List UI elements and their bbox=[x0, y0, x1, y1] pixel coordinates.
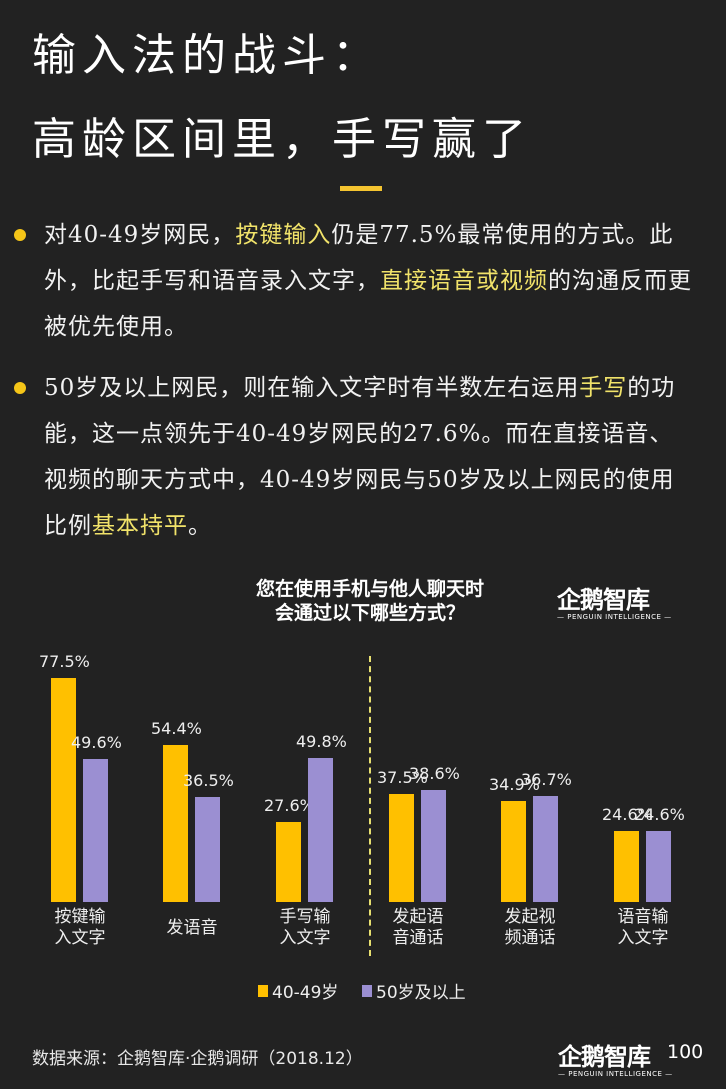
page-number: 100 bbox=[667, 1041, 704, 1063]
text-segment: 50岁及以上网民，则在输入文字时有半数左右运用 bbox=[44, 375, 580, 401]
legend-item-50-plus: 50岁及以上 bbox=[362, 978, 466, 1003]
value-label: 38.6% bbox=[409, 764, 460, 784]
value-label: 54.4% bbox=[151, 718, 202, 738]
page-title-line2: 高龄区间里，手写赢了 bbox=[32, 114, 532, 165]
text-segment: 的功能，这一点领先于40-49岁网民的27.6%。而在直接语音、视频的聊天方式中… bbox=[44, 375, 676, 539]
logo-text: 企鹅智库 bbox=[558, 1043, 651, 1071]
category-label: 发起语 音通话 bbox=[392, 907, 444, 948]
dashed-divider bbox=[369, 656, 371, 956]
category-label: 发起视 频通话 bbox=[504, 907, 556, 948]
bar-50-plus bbox=[308, 758, 333, 902]
logo-subtitle: — PENGUIN INTELLIGENCE — bbox=[558, 1070, 673, 1078]
chart-title-line1: 您在使用手机与他人聊天时 bbox=[255, 578, 484, 600]
bar-50-plus bbox=[195, 796, 220, 902]
bullet-point-2: 50岁及以上网民，则在输入文字时有半数左右运用手写的功能，这一点领先于40-49… bbox=[14, 365, 694, 549]
bar-40-49 bbox=[163, 744, 188, 902]
highlight-segment: 基本持平 bbox=[92, 513, 188, 539]
value-label: 37.5% bbox=[377, 767, 428, 787]
bar-50-plus bbox=[83, 758, 108, 902]
legend-item-40-49: 40-49岁 bbox=[258, 978, 338, 1003]
category-label: 发语音 bbox=[166, 918, 218, 938]
bullet-dot-icon bbox=[14, 229, 26, 241]
chart-title: 您在使用手机与他人聊天时 会通过以下哪些方式？ bbox=[210, 577, 530, 625]
highlight-segment: 直接语音或视频 bbox=[380, 268, 548, 294]
page-title-line1: 输入法的战斗： bbox=[32, 30, 382, 81]
value-label: 34.9% bbox=[489, 775, 540, 795]
bar-40-49 bbox=[51, 678, 76, 902]
bar-40-49 bbox=[501, 801, 526, 902]
chart-title-line2: 会通过以下哪些方式？ bbox=[274, 602, 465, 624]
data-source: 数据来源：企鹅智库·企鹅调研（2018.12） bbox=[32, 1049, 363, 1069]
logo-text: 企鹅智库 bbox=[557, 586, 650, 614]
category-label: 按键输 入文字 bbox=[54, 907, 106, 948]
title-accent-bar bbox=[340, 186, 382, 191]
bullet-dot-icon bbox=[14, 382, 26, 394]
legend-swatch-purple-icon bbox=[362, 984, 372, 997]
category-label: 手写输 入文字 bbox=[279, 907, 331, 948]
brand-logo: 企鹅智库 — PENGUIN INTELLIGENCE — bbox=[557, 580, 672, 621]
legend-label: 50岁及以上 bbox=[376, 983, 466, 1003]
value-label: 77.5% bbox=[39, 652, 90, 672]
category-label: 语音输 入文字 bbox=[617, 907, 669, 948]
logo-subtitle: — PENGUIN INTELLIGENCE — bbox=[557, 613, 672, 621]
text-segment: 仍是77.5%最常使用的方式。此外，比起手写和语音录入文字， bbox=[44, 222, 674, 294]
value-label: 49.8% bbox=[296, 732, 347, 752]
text-segment: 。 bbox=[188, 513, 212, 539]
text-segment: 对40-49岁网民， bbox=[44, 222, 236, 248]
highlight-segment: 按键输入 bbox=[235, 222, 332, 248]
bar-50-plus bbox=[646, 830, 671, 902]
value-label: 36.5% bbox=[183, 770, 234, 790]
legend-swatch-yellow-icon bbox=[258, 984, 268, 997]
bullet-text: 对40-49岁网民，按键输入仍是77.5%最常使用的方式。此外，比起手写和语音录… bbox=[44, 212, 694, 350]
value-label: 24.6% bbox=[602, 804, 653, 824]
bullet-point-1: 对40-49岁网民，按键输入仍是77.5%最常使用的方式。此外，比起手写和语音录… bbox=[14, 212, 694, 350]
legend-label: 40-49岁 bbox=[272, 983, 339, 1003]
bar-40-49 bbox=[614, 830, 639, 902]
text-segment: 的沟通反而更被优先使用。 bbox=[44, 268, 692, 340]
bar-40-49 bbox=[276, 822, 301, 902]
value-label: 27.6% bbox=[264, 796, 315, 816]
bullet-text: 50岁及以上网民，则在输入文字时有半数左右运用手写的功能，这一点领先于40-49… bbox=[44, 365, 694, 549]
highlight-segment: 手写 bbox=[579, 375, 628, 401]
bar-40-49 bbox=[389, 793, 414, 902]
value-label: 24.6% bbox=[634, 804, 685, 824]
bar-50-plus bbox=[533, 795, 558, 902]
value-label: 49.6% bbox=[71, 732, 122, 752]
bar-50-plus bbox=[421, 790, 446, 902]
value-label: 36.7% bbox=[521, 769, 572, 789]
footer-logo: 企鹅智库 — PENGUIN INTELLIGENCE — bbox=[558, 1037, 673, 1078]
